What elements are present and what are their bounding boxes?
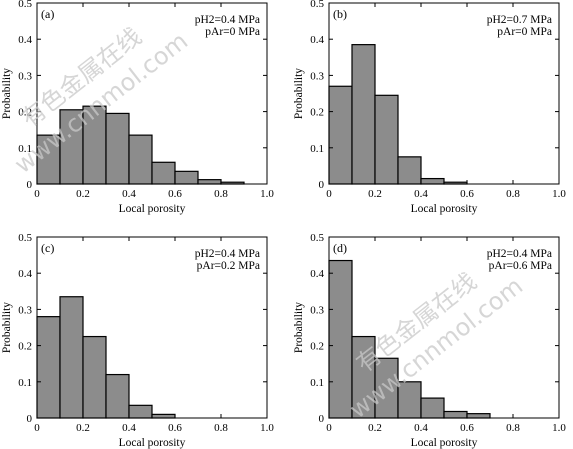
y-tick-label: 0 xyxy=(27,413,33,425)
histogram-bar xyxy=(174,170,199,185)
histogram-bar xyxy=(151,161,176,185)
y-tick-label: 0 xyxy=(319,413,325,425)
x-axis-label: Local porosity xyxy=(119,437,186,449)
y-tick-label: 0.5 xyxy=(18,232,32,244)
x-tick-label: 0.4 xyxy=(122,188,136,200)
x-tick-label: 0.2 xyxy=(368,422,382,434)
histogram-bar xyxy=(128,404,153,419)
pressure-annotation: pAr=0.2 MPa xyxy=(197,260,260,272)
y-tick-label: 0.5 xyxy=(18,0,32,10)
y-tick-label: 0.5 xyxy=(310,0,324,10)
y-tick-label: 0.1 xyxy=(310,377,324,389)
x-tick-label: 0.2 xyxy=(76,188,90,200)
x-tick-label: 0.8 xyxy=(506,188,520,200)
y-axis-label: Probability xyxy=(293,68,305,119)
panel-label: (c) xyxy=(41,241,54,255)
histogram-bar xyxy=(466,413,491,419)
histogram-bar xyxy=(443,410,468,419)
x-tick-label: 0.6 xyxy=(168,188,182,200)
x-tick-label: 0.4 xyxy=(414,188,428,200)
plot-frame xyxy=(36,2,268,185)
pressure-annotation: pAr=0 MPa xyxy=(205,26,260,38)
x-axis-label: Local porosity xyxy=(411,437,478,449)
y-axis-label: Probability xyxy=(1,302,13,353)
panel-1: 0 0.2 0.4 0.6 0.8 1.0 0 0.1 0.2 0.3 0.4 0.5 Local po… xyxy=(1,0,274,215)
histogram-bar xyxy=(128,134,153,185)
histogram-bar xyxy=(82,335,107,419)
histogram-bar xyxy=(328,85,353,185)
x-tick-label: 0.2 xyxy=(76,422,90,434)
y-tick-label: 0.3 xyxy=(18,304,32,316)
plot-frame xyxy=(328,236,560,419)
histogram-bar xyxy=(420,397,445,419)
y-tick-label: 0.1 xyxy=(18,143,32,155)
pressure-annotation: pH2=0.4 MPa xyxy=(195,14,260,26)
x-tick-label: 0.6 xyxy=(460,188,474,200)
x-tick-label: 1.0 xyxy=(552,188,566,200)
y-tick-label: 0.1 xyxy=(18,377,32,389)
x-tick-label: 0 xyxy=(34,188,40,200)
y-tick-label: 0.3 xyxy=(310,70,324,82)
y-tick-label: 0.2 xyxy=(310,341,324,353)
panel-4: 0 0.2 0.4 0.6 0.8 1.0 0 0.1 0.2 0.3 0.4 0.5 Local po… xyxy=(293,232,566,449)
x-tick-label: 0.8 xyxy=(214,422,228,434)
y-axis-label: Probability xyxy=(1,68,13,119)
panel-2: 0 0.2 0.4 0.6 0.8 1.0 0 0.1 0.2 0.3 0.4 0.5 Local po… xyxy=(293,0,566,215)
plot-frame xyxy=(328,2,560,185)
x-tick-label: 1.0 xyxy=(260,422,274,434)
panel-label: (d) xyxy=(333,241,347,255)
y-tick-label: 0.5 xyxy=(310,232,324,244)
x-tick-label: 0 xyxy=(326,422,332,434)
panel-3: 0 0.2 0.4 0.6 0.8 1.0 0 0.1 0.2 0.3 0.4 0.5 Local po… xyxy=(1,232,274,449)
x-tick-label: 0.8 xyxy=(506,422,520,434)
histogram-bar xyxy=(351,44,376,185)
x-axis-label: Local porosity xyxy=(119,203,186,215)
x-tick-label: 0 xyxy=(326,188,332,200)
histogram-bar xyxy=(397,156,422,185)
pressure-annotation: pH2=0.4 MPa xyxy=(195,248,260,260)
y-tick-label: 0.4 xyxy=(18,34,32,46)
panel-label: (a) xyxy=(41,7,54,21)
y-tick-label: 0.3 xyxy=(18,70,32,82)
histogram-bar xyxy=(59,296,84,419)
y-tick-label: 0.4 xyxy=(310,268,324,280)
x-axis-label: Local porosity xyxy=(411,203,478,215)
y-tick-label: 0.2 xyxy=(18,341,32,353)
histogram-bar xyxy=(374,94,399,185)
x-tick-label: 0.6 xyxy=(168,422,182,434)
x-tick-label: 1.0 xyxy=(260,188,274,200)
x-tick-label: 0.6 xyxy=(460,422,474,434)
x-tick-label: 1.0 xyxy=(552,422,566,434)
x-tick-label: 0.2 xyxy=(368,188,382,200)
pressure-annotation: pH2=0.7 MPa xyxy=(487,14,552,26)
histogram-bar xyxy=(105,373,130,419)
histogram-bar xyxy=(328,259,353,419)
y-axis-label: Probability xyxy=(293,302,305,353)
y-tick-label: 0.4 xyxy=(18,268,32,280)
x-tick-label: 0.4 xyxy=(414,422,428,434)
y-tick-label: 0.3 xyxy=(310,304,324,316)
histogram-bar xyxy=(105,112,130,185)
x-tick-label: 0 xyxy=(34,422,40,434)
y-tick-label: 0 xyxy=(27,179,33,191)
y-tick-label: 0.2 xyxy=(18,107,32,119)
y-tick-label: 0.2 xyxy=(310,107,324,119)
histogram-bar xyxy=(36,316,61,419)
y-tick-label: 0.4 xyxy=(310,34,324,46)
plot-frame xyxy=(36,236,268,419)
y-tick-label: 0.1 xyxy=(310,143,324,155)
y-tick-label: 0 xyxy=(319,179,325,191)
histogram-bar xyxy=(420,177,445,185)
x-tick-label: 0.4 xyxy=(122,422,136,434)
pressure-annotation: pAr=0.6 MPa xyxy=(489,260,552,272)
x-tick-label: 0.8 xyxy=(214,188,228,200)
histogram-bar xyxy=(151,413,176,419)
panel-label: (b) xyxy=(333,7,347,21)
histogram-bar xyxy=(197,179,222,185)
pressure-annotation: pAr=0 MPa xyxy=(497,26,552,38)
pressure-annotation: pH2=0.4 MPa xyxy=(487,248,552,260)
